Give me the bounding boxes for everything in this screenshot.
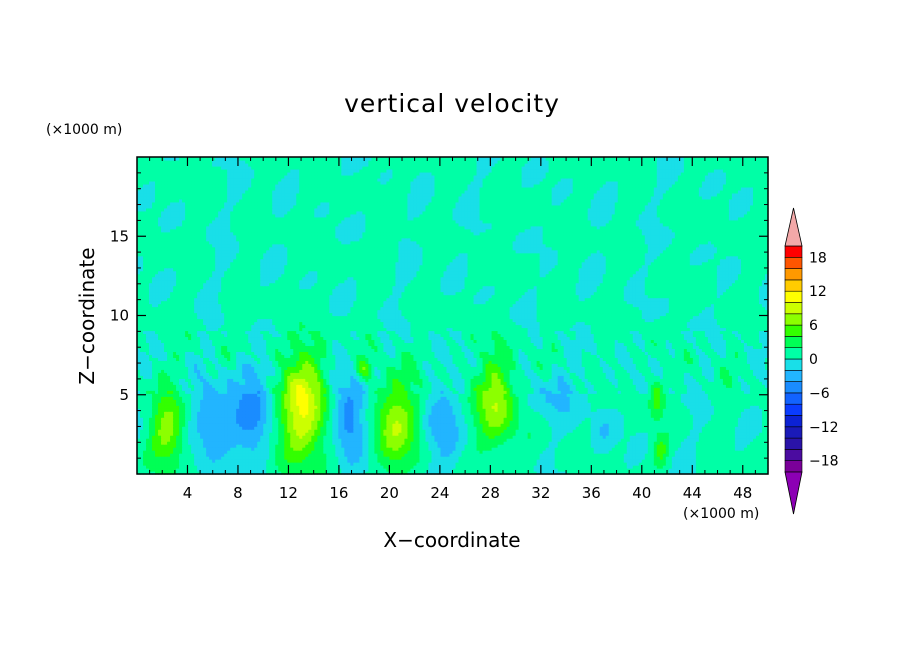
chart-title: vertical velocity [344,89,560,118]
heatmap-field [137,157,769,475]
y-axis-label: Z−coordinate [75,247,99,384]
heatmap-plot-area [137,157,769,475]
y-axis-unit: (×1000 m) [46,122,122,138]
